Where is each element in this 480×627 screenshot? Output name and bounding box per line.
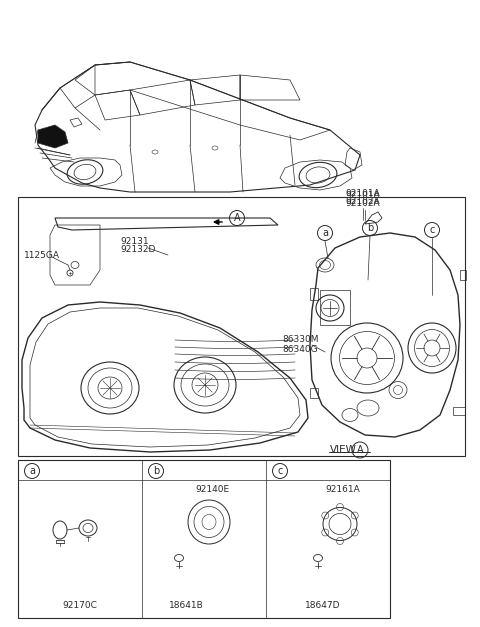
Text: a: a	[29, 466, 35, 476]
Text: 86330M: 86330M	[282, 335, 319, 344]
Text: VIEW: VIEW	[330, 445, 357, 455]
Text: 92101A: 92101A	[345, 189, 380, 199]
Polygon shape	[38, 125, 68, 148]
Bar	[310, 388, 318, 398]
Text: 1125GA: 1125GA	[24, 251, 60, 260]
Text: 92161A: 92161A	[325, 485, 360, 495]
Text: 92101A: 92101A	[345, 191, 380, 199]
Text: 92170C: 92170C	[62, 601, 97, 609]
Text: A: A	[234, 213, 240, 223]
Text: 18647D: 18647D	[305, 601, 341, 609]
Text: 92102A: 92102A	[345, 198, 380, 206]
Text: b: b	[153, 466, 159, 476]
Text: c: c	[429, 225, 435, 235]
Bar	[310, 288, 318, 300]
Text: 92102A: 92102A	[345, 199, 380, 209]
Bar	[453, 407, 465, 415]
Text: 86340G: 86340G	[282, 344, 318, 354]
Text: 92140E: 92140E	[195, 485, 229, 495]
Text: 18641B: 18641B	[168, 601, 204, 609]
Text: 92132D: 92132D	[120, 246, 156, 255]
Text: b: b	[367, 223, 373, 233]
Text: A: A	[357, 445, 363, 455]
Bar	[460, 270, 466, 280]
Text: a: a	[322, 228, 328, 238]
Text: c: c	[277, 466, 283, 476]
Text: 92131: 92131	[120, 238, 149, 246]
